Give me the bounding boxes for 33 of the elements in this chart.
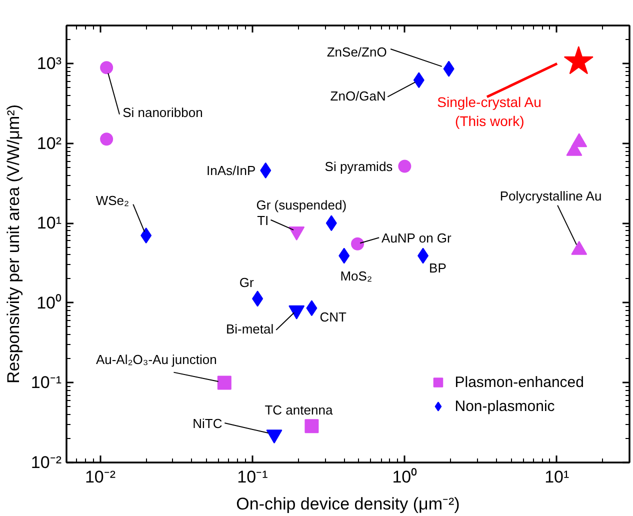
y-tick-label: 10¹ [36, 214, 62, 233]
annotation: InAs/InP [206, 162, 256, 178]
text: Single-crystal Au (This work) [437, 94, 542, 130]
x-tick-label: 10⁰ [392, 468, 418, 486]
annotation: Gr [239, 275, 254, 290]
y-tick-label: 10² [36, 134, 62, 153]
x-tick-label: 10⁻² [84, 468, 116, 486]
annotation: BP [429, 260, 446, 276]
y-tick-label: 10⁻¹ [30, 373, 62, 392]
x-tick-label: 10¹ [544, 468, 570, 486]
annotation: NiTC [192, 416, 222, 431]
annotation: WSe₂ [96, 193, 130, 208]
annotation: CNT [320, 310, 346, 325]
annotation: Au-Al₂O₃-Au junction [96, 352, 217, 368]
annotation: TC antenna [264, 402, 334, 418]
annotation: ZnO/GaN [330, 88, 386, 104]
y-axis-title: Responsivity per unit area (V/W/μm²) [4, 104, 23, 384]
annotation: TI [257, 212, 269, 228]
annotation: Si nanoribbon [122, 105, 203, 120]
y-tick-label: 10³ [36, 54, 62, 74]
annotation: ZnSe/ZnO [326, 44, 387, 60]
legend-label: Non-plasmonic [454, 398, 555, 414]
annotation: Gr (suspended) [256, 198, 347, 213]
annotation: MoS₂ [340, 268, 372, 284]
annotation: Polycrystalline Au [500, 188, 602, 204]
y-tick-label: 10⁰ [36, 293, 62, 312]
annotation: Bi-metal [226, 322, 274, 337]
annotation: AuNP on Gr [382, 230, 452, 246]
legend-label: Plasmon-enhanced [454, 374, 584, 390]
annotation: Si pyramids [324, 158, 394, 174]
x-tick-label: 10⁻¹ [237, 468, 268, 486]
y-tick-label: 10⁻² [30, 453, 62, 472]
x-axis-title: On-chip device density (μm⁻²) [236, 494, 460, 514]
